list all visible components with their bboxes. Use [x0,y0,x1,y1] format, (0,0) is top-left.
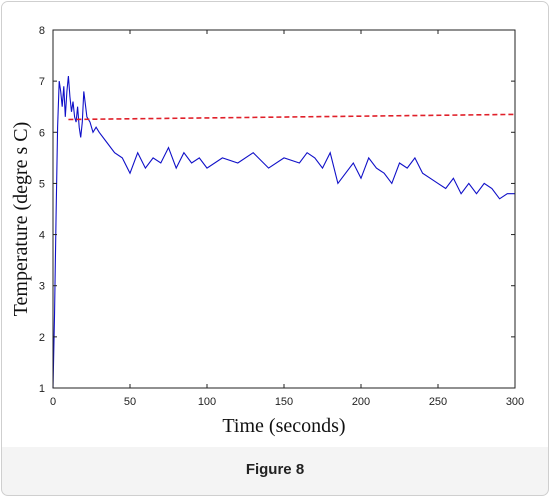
temperature-chart: 0 50 100 150 200 250 300 1 2 3 4 5 6 7 8 Time (second… [10,25,524,437]
y-axis-label: Temperature (degre s C) [10,122,32,317]
x-tick-label: 150 [275,396,293,408]
figure-caption: Figure 8 [245,461,305,478]
y-tick-label: 2 [39,332,45,344]
y-tick-label: 1 [39,383,45,395]
figure-area: 0 50 100 150 200 250 300 1 2 3 4 5 6 7 8 Time (second… [2,2,548,447]
y-tick-label: 3 [39,281,45,293]
reference-line [68,113,516,121]
y-tick-label: 7 [39,76,45,88]
x-tick-label: 100 [198,396,216,408]
y-tick-label: 8 [39,25,45,37]
temperature-series-line [52,75,515,389]
x-tick-label: 300 [506,396,524,408]
plot-frame [52,29,516,389]
y-tick-label: 5 [39,178,45,190]
white-band-artifact [54,134,514,146]
x-tick-label: 200 [352,396,370,408]
x-tick-label: 250 [429,396,447,408]
y-tick-label: 6 [39,127,45,139]
x-tick-label: 50 [124,396,136,408]
y-tick-label: 4 [39,230,45,242]
x-axis-label: Time (seconds) [222,415,345,437]
x-tick-label: 0 [50,396,56,408]
